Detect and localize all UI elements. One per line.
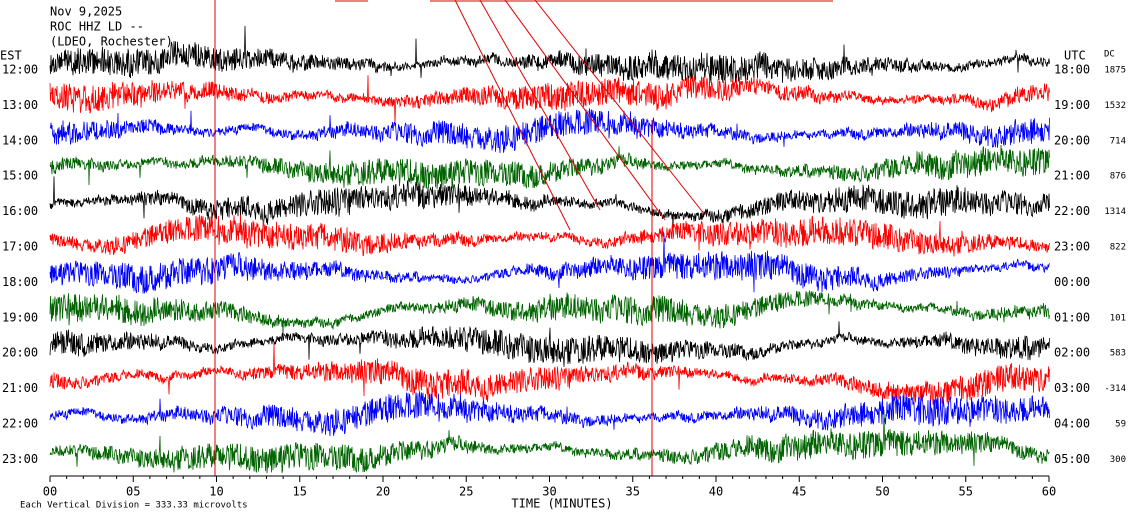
utc-label: 20:00 <box>1054 133 1090 147</box>
station: ROC HHZ LD -- <box>50 20 144 34</box>
left-label: EST <box>0 49 22 63</box>
dc-value: 300 <box>1110 455 1126 465</box>
trace <box>49 176 1050 228</box>
x-tick-label: 40 <box>709 485 723 499</box>
dc-value: 1314 <box>1104 207 1126 217</box>
x-tick-label: 25 <box>459 485 473 499</box>
est-label: 21:00 <box>2 381 38 395</box>
event-markers <box>214 0 833 476</box>
utc-label: 21:00 <box>1054 169 1090 183</box>
est-label: 12:00 <box>2 63 38 77</box>
utc-label: 04:00 <box>1054 417 1090 431</box>
utc-label: 19:00 <box>1054 98 1090 112</box>
est-label: 15:00 <box>2 169 38 183</box>
dc-value: 1875 <box>1104 66 1126 76</box>
utc-label: 23:00 <box>1054 240 1090 254</box>
dc-value: 876 <box>1110 172 1126 182</box>
x-tick-label: 20 <box>376 485 390 499</box>
utc-label: 22:00 <box>1054 204 1090 218</box>
trace <box>49 290 1050 335</box>
dc-value: 714 <box>1110 136 1126 146</box>
est-label: 17:00 <box>2 240 38 254</box>
x-tick-label: 60 <box>1042 485 1056 499</box>
utc-label: 01:00 <box>1054 310 1090 324</box>
x-tick-label: 30 <box>542 485 556 499</box>
est-label: 22:00 <box>2 417 38 431</box>
x-tick-label: 10 <box>209 485 223 499</box>
date: Nov 9,2025 <box>50 5 122 19</box>
trace <box>49 214 1050 257</box>
utc-label: 03:00 <box>1054 381 1090 395</box>
est-label: 20:00 <box>2 346 38 360</box>
dc-value: 583 <box>1110 349 1126 359</box>
est-label: 14:00 <box>2 133 38 147</box>
utc-label: 18:00 <box>1054 63 1090 77</box>
dc-value: 1532 <box>1104 101 1126 111</box>
trace <box>49 25 1050 83</box>
est-label: 13:00 <box>2 98 38 112</box>
trace <box>49 233 1050 294</box>
x-tick-label: 35 <box>626 485 640 499</box>
footer: Each Vertical Division = 333.33 microvol… <box>20 501 248 511</box>
utc-label: 05:00 <box>1054 452 1090 466</box>
x-tick-label: 05 <box>126 485 140 499</box>
est-label: 19:00 <box>2 310 38 324</box>
x-tick-label: 45 <box>792 485 806 499</box>
x-tick-label: 15 <box>293 485 307 499</box>
x-tick-label: 55 <box>959 485 973 499</box>
trace <box>49 321 1050 367</box>
trace <box>49 75 1050 125</box>
utc-label: 00:00 <box>1054 275 1090 289</box>
x-tick-label: 50 <box>875 485 889 499</box>
dc-label: DC <box>1104 50 1115 60</box>
dc-value: 101 <box>1110 313 1126 323</box>
utc-label: 02:00 <box>1054 346 1090 360</box>
est-label: 23:00 <box>2 452 38 466</box>
location: (LDEO, Rochester) <box>50 35 173 49</box>
trace <box>49 391 1050 437</box>
trace <box>49 144 1050 190</box>
dc-value: 59 <box>1115 420 1126 430</box>
est-label: 18:00 <box>2 275 38 289</box>
trace <box>49 342 1050 408</box>
est-label: 16:00 <box>2 204 38 218</box>
dc-value: -314 <box>1104 384 1126 394</box>
x-axis-label: TIME (MINUTES) <box>511 497 612 511</box>
trace <box>49 409 1050 474</box>
dc-value: 822 <box>1110 243 1126 253</box>
right-label: UTC <box>1064 49 1086 63</box>
x-tick-label: 00 <box>43 485 57 499</box>
